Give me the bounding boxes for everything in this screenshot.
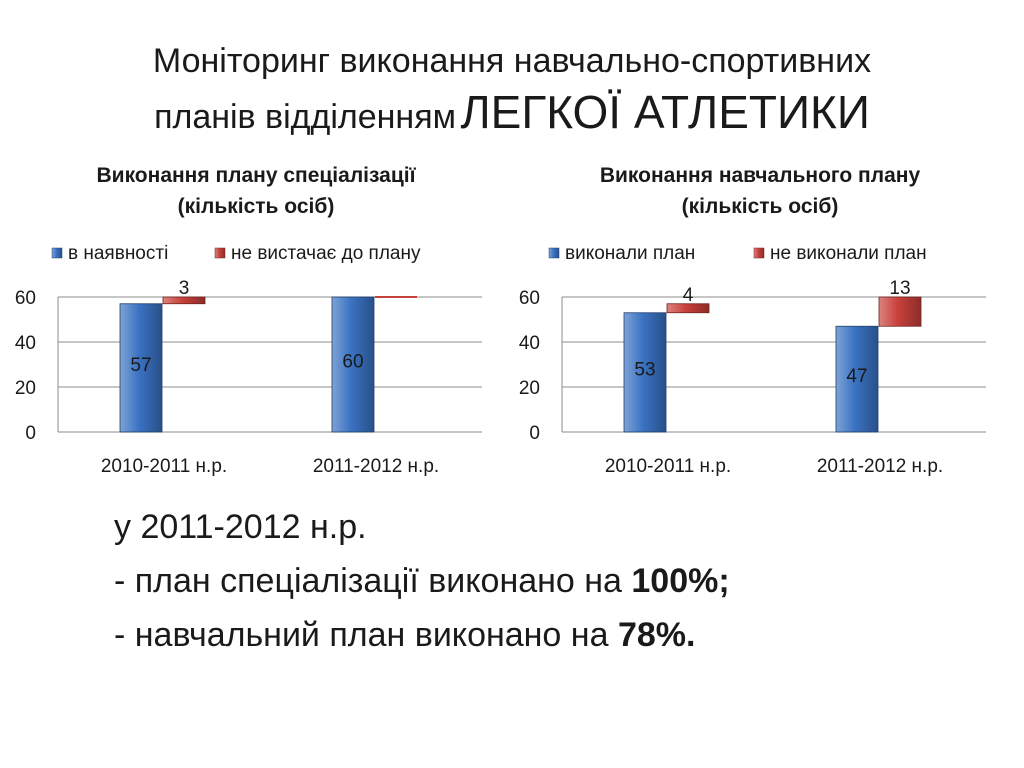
title-line-2: планів відділенням ЛЕГКОЇ АТЛЕТИКИ [0,84,1024,152]
summary-specialization-label: - план спеціалізації виконано на [114,562,632,600]
y-tick-label: 40 [15,333,36,354]
legend-swatch [548,247,560,259]
legend-swatch [51,247,63,259]
data-label: 13 [889,278,910,299]
bar-series-1 [331,296,375,433]
x-tick-label: 2010-2011 н.р. [605,456,731,477]
legend-label: не вистачає до плану [231,243,421,264]
legend-label: виконали план [565,243,695,264]
legend-swatch [214,247,226,259]
bar-series-2 [878,296,922,327]
legend-label: в наявності [68,243,168,264]
bar-series-1 [119,303,163,433]
data-label: 3 [179,278,190,299]
summary-text: у 2011-2012 н.р. - план спеціалізації ви… [114,500,730,662]
title-line-2-prefix: планів відділенням [154,98,456,136]
bar-series-1 [623,312,667,433]
y-tick-label: 40 [519,333,540,354]
data-label: 47 [846,366,867,387]
chart-title-line-1: Виконання навчального плану [599,164,921,187]
bar-series-2 [162,296,206,305]
data-label: 60 [342,352,363,373]
title-line-1: Моніторинг виконання навчально-спортивни… [152,42,872,80]
chart-title-line-2: (кількість осіб) [681,195,839,218]
y-tick-label: 60 [519,288,540,309]
bar-series-1 [835,325,879,433]
chart-training-plan: Виконання навчального плану (кількість о… [504,160,1016,500]
summary-training-value: 78%. [617,616,696,654]
x-tick-label: 2010-2011 н.р. [101,456,227,477]
y-tick-label: 20 [15,378,36,399]
bar-series-2 [375,296,417,298]
data-label: 53 [634,359,655,380]
y-tick-label: 20 [519,378,540,399]
summary-training-label: - навчальний план виконано на [114,616,618,654]
data-label: 4 [683,285,694,306]
x-tick-label: 2011-2012 н.р. [313,456,439,477]
chart-title: Виконання навчального плану (кількість о… [504,160,1016,222]
summary-line-year: у 2011-2012 н.р. [114,508,367,546]
y-tick-label: 60 [15,288,36,309]
summary-line-training: - навчальний план виконано на 78%. [114,608,730,662]
chart-plot: виконали план не виконали план 0 20 40 60 53 4 2… [519,243,986,477]
y-tick-label: 0 [529,423,540,444]
bar-series-2 [666,303,710,314]
chart-specialization: Виконання плану спеціалізації (кількість… [0,160,512,500]
legend-swatch [753,247,765,259]
summary-line-specialization: - план спеціалізації виконано на 100%; [114,554,730,608]
chart-plot: в наявності не вистачає до плану 0 20 40 60 57… [15,243,482,477]
summary-specialization-value: 100%; [631,562,730,600]
data-label: 57 [130,355,151,376]
legend-label: не виконали план [770,243,927,264]
chart-title-line-1: Виконання плану спеціалізації [96,164,416,187]
title-line-2-emphasis: ЛЕГКОЇ АТЛЕТИКИ [460,86,870,138]
slide-title: Моніторинг виконання навчально-спортивни… [0,38,1024,152]
chart-title: Виконання плану спеціалізації (кількість… [0,160,512,222]
chart-title-line-2: (кількість осіб) [177,195,335,218]
y-tick-label: 0 [25,423,36,444]
x-tick-label: 2011-2012 н.р. [817,456,943,477]
